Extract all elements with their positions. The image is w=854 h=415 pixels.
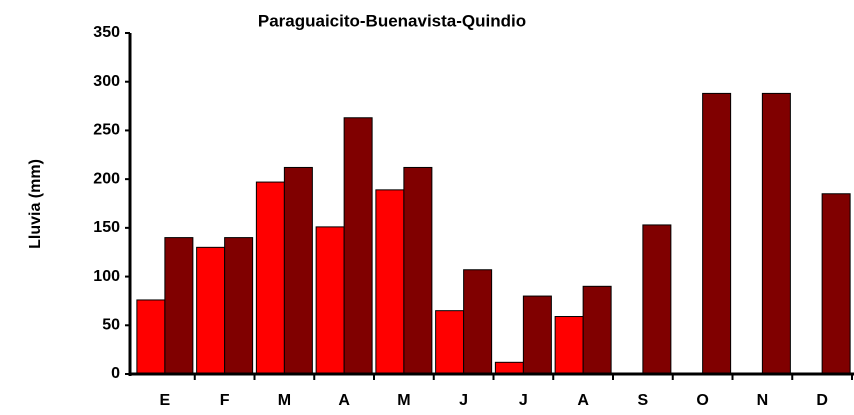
bar [403, 166, 433, 375]
x-tick-label: A [577, 392, 589, 409]
bar [642, 224, 672, 375]
y-tick-label: 0 [111, 365, 120, 382]
bar [315, 226, 345, 375]
bar [761, 92, 791, 375]
y-tick-label: 250 [93, 122, 120, 139]
bar [375, 189, 405, 375]
x-tick-label: J [459, 392, 468, 409]
y-tick-label: 200 [93, 170, 120, 187]
bar [554, 316, 584, 375]
bar [494, 361, 524, 375]
x-tick-label: E [160, 392, 171, 409]
x-tick-label: F [220, 392, 230, 409]
x-tick-label: M [397, 392, 410, 409]
x-tick-label: S [638, 392, 649, 409]
y-tick-label: 50 [102, 317, 120, 334]
x-tick-label: A [338, 392, 350, 409]
x-tick-label: N [757, 392, 769, 409]
y-tick-label: 100 [93, 268, 120, 285]
x-tick-label: J [519, 392, 528, 409]
bar [136, 299, 166, 375]
bar [702, 92, 732, 375]
bar [463, 269, 493, 375]
chart-title: Paraguaicito-Buenavista-Quindio [258, 11, 526, 30]
y-tick-label: 150 [93, 219, 120, 236]
bar [255, 181, 285, 375]
bar [582, 285, 612, 375]
bar [522, 295, 552, 375]
bar [283, 166, 313, 375]
y-tick-label: 300 [93, 73, 120, 90]
bar [435, 310, 465, 375]
y-tick-label: 350 [93, 24, 120, 41]
x-tick-label: M [278, 392, 291, 409]
x-tick-label: O [696, 392, 708, 409]
bar [821, 193, 851, 375]
bar [196, 246, 226, 375]
x-tick-label: D [816, 392, 828, 409]
y-axis-label: Lluvia (mm) [27, 159, 44, 249]
bar [224, 237, 254, 375]
bar [164, 237, 194, 375]
bar [343, 117, 373, 375]
